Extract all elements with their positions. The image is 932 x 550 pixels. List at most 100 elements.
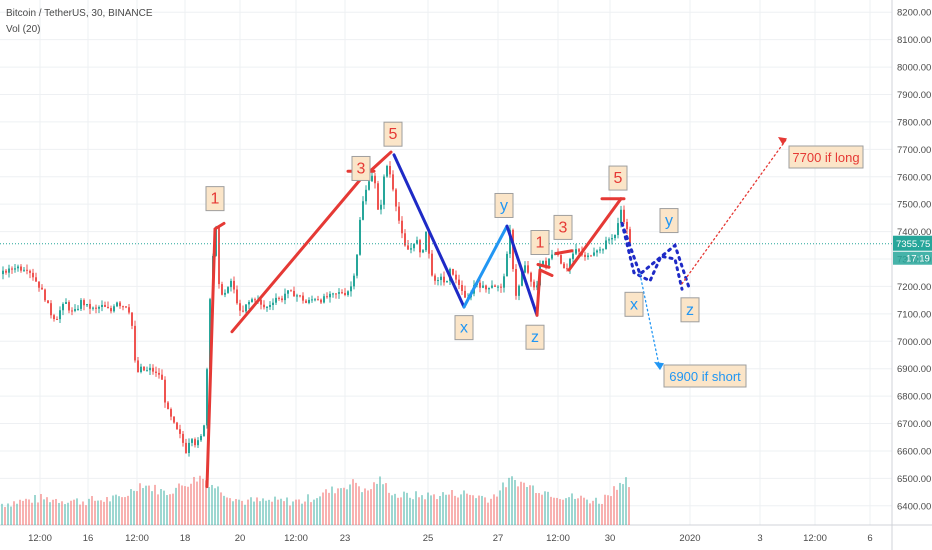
candle bbox=[464, 285, 466, 299]
candle-body bbox=[479, 282, 481, 288]
candle bbox=[245, 304, 247, 314]
candle bbox=[272, 298, 274, 311]
candle-body bbox=[515, 269, 517, 296]
volume-bar bbox=[541, 494, 543, 525]
candle-body bbox=[308, 299, 310, 303]
candle bbox=[608, 237, 610, 244]
candle-body bbox=[338, 292, 340, 294]
candle-body bbox=[380, 204, 382, 210]
target-label-box bbox=[663, 364, 747, 388]
candle bbox=[296, 293, 298, 302]
volume-bar bbox=[127, 495, 129, 525]
volume-bar bbox=[328, 492, 330, 525]
volume-bar bbox=[304, 501, 306, 525]
wave-label: 3 bbox=[351, 155, 371, 181]
volume-bar bbox=[571, 493, 573, 525]
candle-body bbox=[137, 360, 139, 372]
volume-bar bbox=[598, 503, 600, 525]
candle bbox=[92, 306, 94, 311]
volume-bar bbox=[28, 499, 30, 525]
candle bbox=[146, 366, 148, 372]
countdown-badge-bg bbox=[893, 251, 932, 265]
wave-label-text: 1 bbox=[536, 235, 545, 252]
candle bbox=[227, 286, 229, 294]
candle-body bbox=[263, 304, 265, 308]
candle-body bbox=[272, 302, 274, 306]
volume-bar bbox=[433, 494, 435, 525]
volume-bar bbox=[124, 497, 126, 525]
candle-body bbox=[368, 181, 370, 190]
volume-bar bbox=[70, 500, 72, 525]
projection-paths bbox=[620, 137, 788, 371]
candle bbox=[122, 305, 124, 311]
volume-bar bbox=[394, 493, 396, 525]
candle bbox=[392, 170, 394, 192]
volume-bar bbox=[268, 499, 270, 525]
volume-bar bbox=[415, 491, 417, 525]
volume-bar bbox=[316, 498, 318, 525]
candle bbox=[485, 284, 487, 293]
candle-body bbox=[251, 299, 253, 302]
candle-body bbox=[119, 302, 121, 307]
volume-bar bbox=[547, 491, 549, 525]
candle-body bbox=[500, 286, 502, 288]
wave-label-text: z bbox=[686, 302, 694, 319]
candle bbox=[365, 185, 367, 205]
candle-body bbox=[377, 183, 379, 210]
candle-body bbox=[344, 292, 346, 295]
candle bbox=[173, 416, 175, 424]
candle-body bbox=[146, 370, 148, 372]
wave-line bbox=[205, 221, 226, 489]
candle bbox=[65, 298, 67, 305]
wave-line bbox=[505, 224, 539, 317]
volume-bar bbox=[136, 491, 138, 525]
candle bbox=[533, 279, 535, 291]
projection-path-dotted bbox=[620, 221, 684, 291]
candle-body bbox=[152, 367, 154, 372]
volume-bar bbox=[412, 499, 414, 525]
candle bbox=[50, 300, 52, 319]
time-tick-label: 18 bbox=[180, 533, 191, 544]
volume-bar bbox=[475, 498, 477, 525]
candle-body bbox=[425, 231, 427, 251]
candle-body bbox=[278, 297, 280, 299]
candle bbox=[134, 320, 136, 363]
candle-body bbox=[320, 299, 322, 303]
volume-bar bbox=[445, 494, 447, 525]
volume-bar bbox=[19, 499, 21, 525]
candle bbox=[149, 363, 151, 376]
candle-body bbox=[461, 284, 463, 291]
price-tick-label: 7500.00 bbox=[897, 200, 931, 211]
candle bbox=[359, 217, 361, 256]
candle-body bbox=[281, 298, 283, 301]
wave-label: z bbox=[680, 297, 700, 323]
candle bbox=[602, 248, 604, 254]
volume-bar bbox=[502, 482, 504, 525]
volume-bar bbox=[340, 488, 342, 525]
volume-bar bbox=[469, 494, 471, 525]
wave-line bbox=[230, 172, 367, 334]
price-tick-label: 6500.00 bbox=[897, 474, 931, 485]
candle-body bbox=[593, 252, 595, 256]
time-axis-labels: 12:00 16 12:00 18 20 12:00 23 25 27 12:00 30 2020 3 1… bbox=[28, 533, 873, 544]
wave-label-text: x bbox=[630, 296, 638, 313]
candle-body bbox=[101, 304, 103, 307]
candle-body bbox=[383, 176, 385, 205]
volume-bar bbox=[13, 501, 15, 525]
candle-body bbox=[242, 310, 244, 312]
candle bbox=[431, 249, 433, 277]
candle bbox=[53, 313, 55, 322]
wave-label-text: 5 bbox=[614, 170, 623, 187]
volume-bar bbox=[190, 483, 192, 525]
candle-body bbox=[602, 249, 604, 251]
volume-bar bbox=[481, 495, 483, 525]
volume-bar bbox=[286, 497, 288, 525]
candle bbox=[38, 281, 40, 292]
candle bbox=[491, 280, 493, 289]
candle bbox=[374, 173, 376, 189]
wave-label-box bbox=[351, 155, 371, 181]
candle bbox=[269, 301, 271, 310]
candle bbox=[407, 240, 409, 250]
last-price-text: 7355.75 bbox=[896, 239, 930, 250]
